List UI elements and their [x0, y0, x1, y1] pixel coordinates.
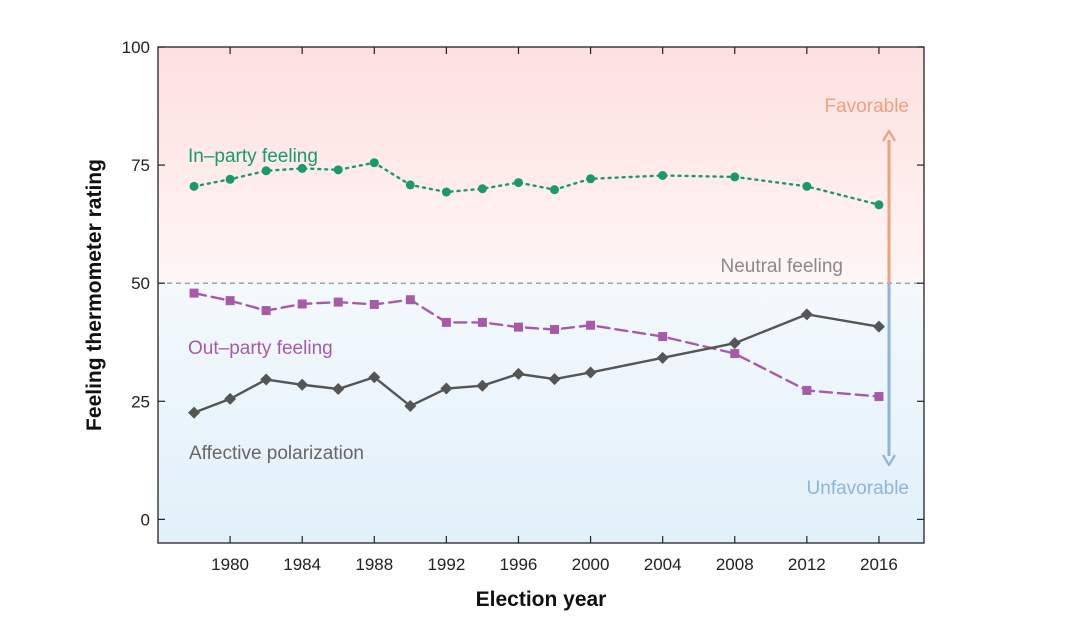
y-tick-label: 50 [131, 274, 150, 293]
out-party-point [477, 317, 487, 327]
x-tick-label: 2012 [788, 555, 826, 574]
y-tick-label: 75 [131, 156, 150, 175]
in-party-point [658, 170, 668, 180]
in-party-point [261, 166, 271, 176]
in-party-point [405, 180, 415, 190]
affective-polarization-point [224, 392, 237, 405]
in-party-point [189, 181, 199, 191]
in-party-feeling-label: In–party feeling [188, 146, 318, 167]
in-party-point [802, 181, 812, 191]
x-tick-label: 1992 [427, 555, 465, 574]
in-party-point [333, 165, 343, 175]
out-party-feeling-label: Out–party feeling [188, 338, 333, 359]
in-party-point [441, 187, 451, 197]
in-party-line [192, 161, 881, 206]
out-party-point [333, 297, 343, 307]
affective-polarization-point [332, 383, 345, 396]
x-tick-label: 2008 [716, 555, 754, 574]
series-layer [188, 158, 885, 419]
y-axis: 0 25 50 75 100 [122, 38, 924, 529]
unfavorable-region [158, 283, 924, 543]
out-party-point [297, 299, 307, 309]
direction-arrows [882, 129, 896, 467]
out-party-point [730, 349, 740, 359]
affective-polarization-point [404, 400, 417, 413]
unfavorable-label: Unfavorable [807, 478, 909, 499]
affective-polarization-point [512, 367, 525, 380]
in-party-point [513, 178, 523, 188]
plot-frame [157, 46, 925, 544]
out-party-point [369, 299, 379, 309]
in-party-point [297, 163, 307, 173]
affective-polarization-point [368, 371, 381, 384]
y-tick-label: 100 [122, 38, 150, 57]
x-tick-label: 2004 [644, 555, 682, 574]
out-party-point [441, 317, 451, 327]
unfavorable-arrow-head [882, 454, 896, 467]
affective-polarization-point [728, 337, 741, 350]
y-tick-label: 25 [131, 392, 150, 411]
out-party-point [513, 322, 523, 332]
in-party-point [730, 172, 740, 182]
affective-polarization-point [188, 406, 201, 419]
x-tick-label: 2000 [572, 555, 610, 574]
out-party-point [874, 392, 884, 402]
y-tick-label: 0 [141, 510, 150, 529]
out-party-point [261, 306, 271, 316]
x-tick-label: 1984 [283, 555, 321, 574]
affective-polarization-point [800, 308, 813, 321]
affective-polarization-point [476, 379, 489, 392]
out-party-point [550, 324, 560, 334]
affective-polarization-label: Affective polarization [189, 443, 364, 464]
out-party-point [658, 332, 668, 342]
affective-polarization-point [260, 373, 273, 386]
in-party-point [477, 184, 487, 194]
affective-polarization-point [872, 320, 885, 333]
out-party-point [802, 385, 812, 395]
favorable-label: Favorable [825, 96, 910, 117]
x-tick-label: 1996 [500, 555, 538, 574]
favorable-region [158, 47, 924, 284]
affective-polarization-point [440, 382, 453, 395]
affective-polarization-line [192, 313, 881, 414]
in-party-point [874, 200, 884, 210]
x-tick-label: 2016 [860, 555, 898, 574]
in-party-point [225, 174, 235, 184]
x-tick-label: 1980 [211, 555, 249, 574]
in-party-point [586, 174, 596, 184]
favorable-arrow-head [882, 129, 896, 142]
x-axis: 1980 1984 1988 1992 1996 2000 2004 2008 2012 2016 [211, 47, 898, 574]
out-party-point [189, 288, 199, 298]
plot-background [158, 47, 924, 543]
out-party-point [405, 295, 415, 305]
x-axis-title: Election year [476, 588, 607, 611]
y-axis-title: Feeling thermometer rating [83, 159, 106, 431]
out-party-line [192, 291, 881, 398]
affective-polarization-point [656, 351, 669, 364]
affective-polarization-point [548, 373, 561, 386]
x-tick-label: 1988 [355, 555, 393, 574]
affective-polarization-point [584, 366, 597, 379]
neutral-feeling-label: Neutral feeling [720, 256, 843, 277]
in-party-point [550, 185, 560, 195]
affective-polarization-point [296, 378, 309, 391]
out-party-point [586, 320, 596, 330]
out-party-point [225, 296, 235, 306]
in-party-point [369, 158, 379, 168]
